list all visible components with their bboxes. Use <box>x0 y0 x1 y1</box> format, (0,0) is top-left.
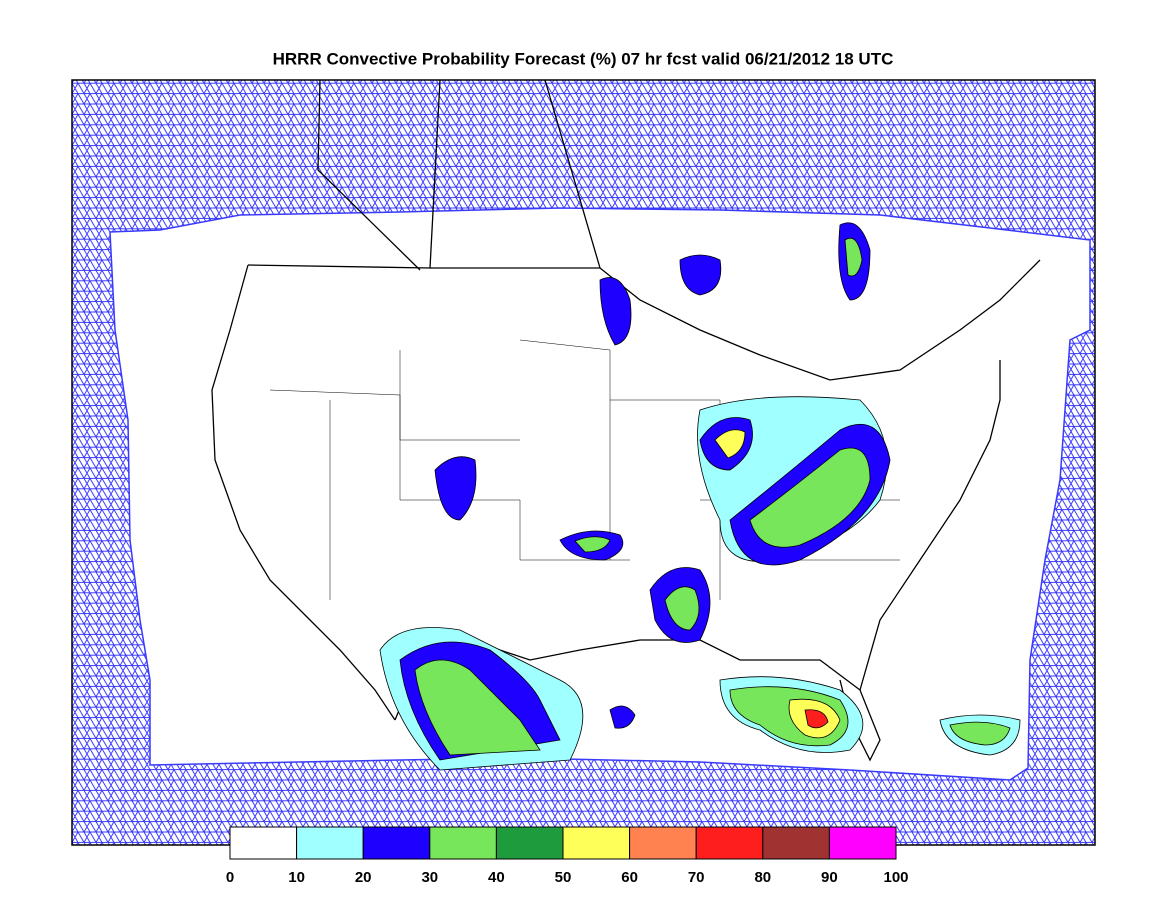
map-title: HRRR Convective Probability Forecast (%)… <box>273 49 894 68</box>
colorbar-bin <box>229 826 298 860</box>
colorbar-tick-label: 20 <box>355 869 372 886</box>
colorbar-bin <box>296 826 364 860</box>
colorbar-tick-label: 80 <box>754 869 771 886</box>
colorbar: 0 10 20 30 40 50 60 70 80 90 100 <box>226 826 909 886</box>
colorbar-bin <box>362 826 431 860</box>
colorbar-bin <box>828 826 897 860</box>
colorbar-bin <box>629 826 697 860</box>
colorbar-bin <box>495 826 564 860</box>
forecast-domain <box>109 207 1091 781</box>
colorbar-tick-label: 70 <box>688 869 705 886</box>
colorbar-tick-label: 30 <box>421 869 438 886</box>
precipitation-areas <box>379 222 1021 771</box>
colorbar-bin <box>429 826 497 860</box>
colorbar-bin <box>762 826 830 860</box>
colorbar-tick-label: 90 <box>821 869 838 886</box>
colorbar-tick-label: 10 <box>288 869 305 886</box>
map <box>71 79 1096 846</box>
colorbar-tick-label: 40 <box>488 869 505 886</box>
colorbar-tick-label: 60 <box>621 869 638 886</box>
colorbar-tick-label: 100 <box>883 869 908 886</box>
colorbar-bin <box>695 826 764 860</box>
colorbar-tick-label: 50 <box>555 869 572 886</box>
colorbar-tick-label: 0 <box>226 869 234 886</box>
colorbar-bin <box>562 826 631 860</box>
